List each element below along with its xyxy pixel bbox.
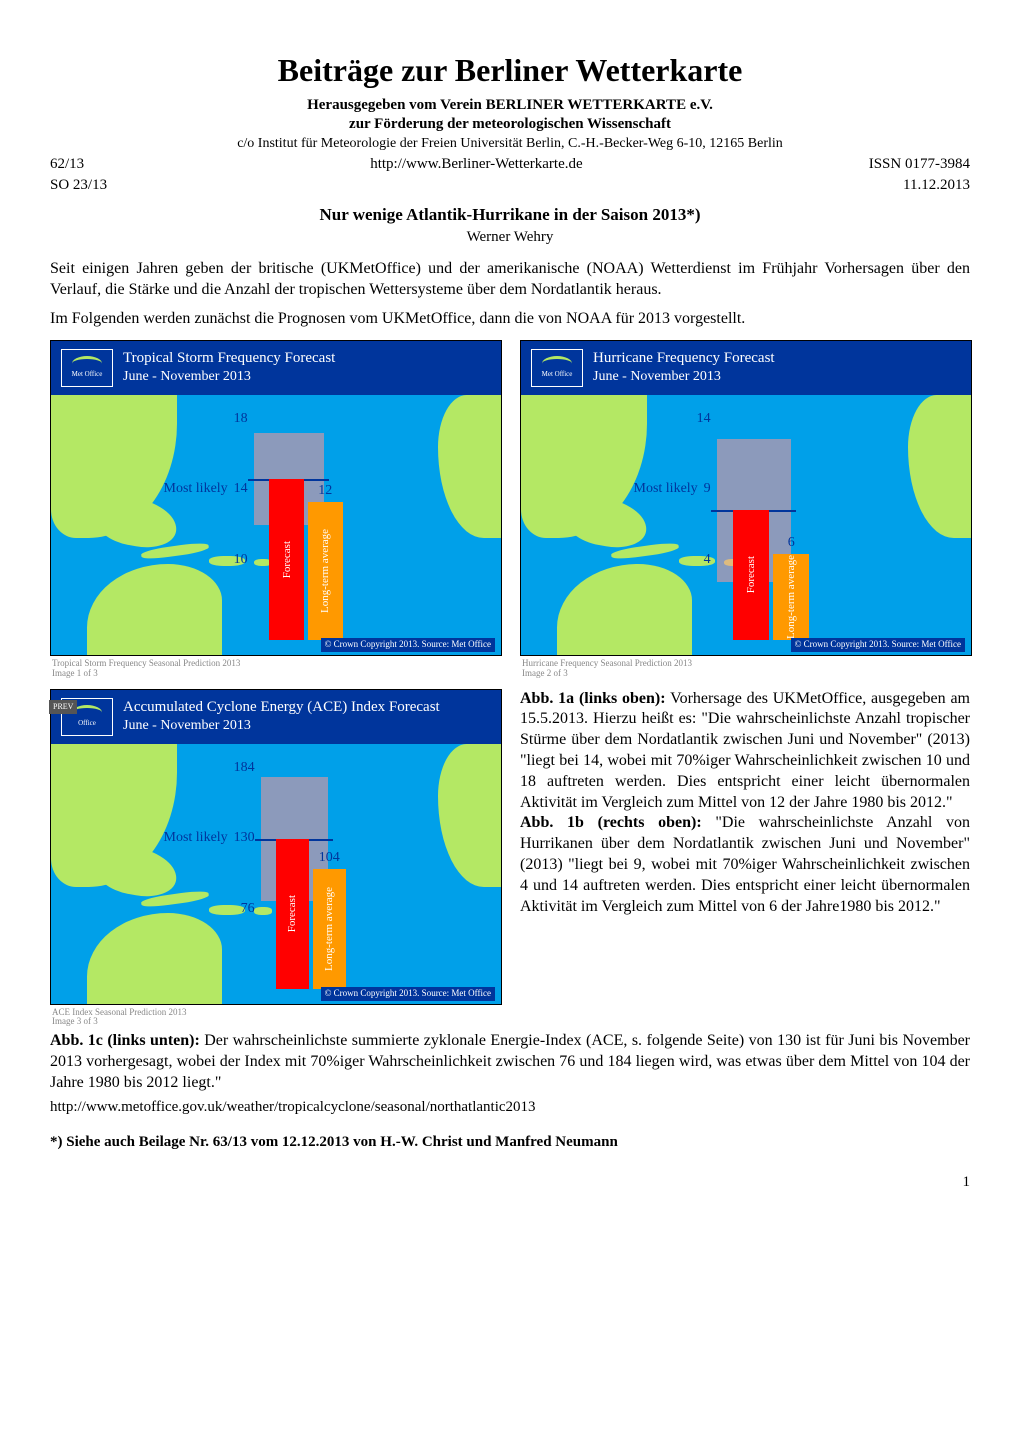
figure-1b-small-caption: Hurricane Frequency Seasonal Prediction … bbox=[522, 659, 970, 679]
forecast-bar: Forecast bbox=[269, 479, 304, 640]
long-term-avg-bar: Long-term average12 bbox=[308, 502, 343, 640]
long-term-avg-bar: Long-term average6 bbox=[773, 554, 809, 640]
avg-bar-label: Long-term average bbox=[784, 555, 798, 639]
source-url[interactable]: http://www.metoffice.gov.uk/weather/trop… bbox=[50, 1098, 970, 1118]
date: 11.12.2013 bbox=[903, 176, 970, 196]
fig1a-upper: 18 bbox=[234, 410, 248, 428]
avg-bar-label: Long-term average bbox=[322, 887, 336, 971]
page-number: 1 bbox=[50, 1173, 970, 1193]
long-term-avg-bar: Long-term average104 bbox=[313, 869, 346, 989]
forecast-bar: Forecast bbox=[733, 510, 769, 639]
header-row-1: 62/13 http://www.Berliner-Wetterkarte.de… bbox=[50, 155, 970, 175]
forecast-bar-label: Forecast bbox=[285, 895, 299, 932]
figure-1b-chart: 14 Most likely 9 4 Forecast Long-term ave… bbox=[634, 410, 882, 640]
figure-1c-map: 184 Most likely 130 76 Forecast Long-term… bbox=[51, 744, 501, 1004]
fig1b-mostlikely-label: Most likely bbox=[634, 480, 698, 498]
metoffice-logo-icon: Met Office bbox=[61, 349, 113, 387]
figure-1c-title: Accumulated Cyclone Energy (ACE) Index F… bbox=[123, 698, 440, 718]
figure-1c-copyright: © Crown Copyright 2013. Source: Met Offi… bbox=[321, 987, 495, 1001]
figure-row-top: Met Office Tropical Storm Frequency Fore… bbox=[50, 340, 970, 679]
caption-1c: Abb. 1c (links unten): Der wahrscheinlic… bbox=[50, 1031, 970, 1093]
avg-bar-value: 12 bbox=[318, 482, 332, 500]
fig1b-upper: 14 bbox=[697, 410, 711, 428]
figure-1c-small-caption: ACE Index Seasonal Prediction 2013 Image… bbox=[52, 1008, 500, 1028]
author: Werner Wehry bbox=[50, 228, 970, 248]
figure-1a-map: 18 Most likely 14 10 Forecast Long-term a… bbox=[51, 395, 501, 655]
figure-1c-chart: 184 Most likely 130 76 Forecast Long-term… bbox=[164, 759, 412, 989]
caption-1a: Abb. 1a (links oben): Vorhersage des UKM… bbox=[520, 689, 970, 814]
caption-1a-head: Abb. 1a (links oben): bbox=[520, 690, 666, 707]
publisher-line-2: zur Förderung der meteorologischen Wisse… bbox=[50, 115, 970, 135]
figure-1a: Met Office Tropical Storm Frequency Fore… bbox=[50, 340, 502, 656]
forecast-bar: Forecast bbox=[276, 839, 309, 989]
publisher-line-1: Herausgegeben vom Verein BERLINER WETTER… bbox=[50, 96, 970, 116]
address-line: c/o Institut für Meteorologie der Freien… bbox=[50, 135, 970, 153]
figure-1a-copyright: © Crown Copyright 2013. Source: Met Offi… bbox=[321, 638, 495, 652]
page-title: Beiträge zur Berliner Wetterkarte bbox=[50, 50, 970, 92]
figure-1c-period: June - November 2013 bbox=[123, 717, 440, 735]
fig1a-lower: 10 bbox=[234, 551, 248, 569]
website-link[interactable]: http://www.Berliner-Wetterkarte.de bbox=[370, 155, 582, 175]
figure-1a-title: Tropical Storm Frequency Forecast bbox=[123, 349, 335, 369]
forecast-bar-label: Forecast bbox=[744, 556, 758, 593]
figure-1a-small-caption: Tropical Storm Frequency Seasonal Predic… bbox=[52, 659, 500, 679]
caption-1c-head: Abb. 1c (links unten): bbox=[50, 1032, 200, 1049]
paragraph-1: Seit einigen Jahren geben der britische … bbox=[50, 259, 970, 301]
header-row-2: SO 23/13 11.12.2013 bbox=[50, 176, 970, 196]
figure-1b-period: June - November 2013 bbox=[593, 368, 775, 386]
avg-bar-value: 104 bbox=[319, 849, 340, 867]
fig1c-mostlikely-label: Most likely bbox=[164, 829, 228, 847]
avg-bar-label: Long-term average bbox=[318, 529, 332, 613]
issn: ISSN 0177-3984 bbox=[869, 155, 970, 175]
code: SO 23/13 bbox=[50, 176, 107, 196]
caption-1a-body: Vorhersage des UKMetOffice, ausgegeben a… bbox=[520, 690, 970, 811]
figure-1b-copyright: © Crown Copyright 2013. Source: Met Offi… bbox=[791, 638, 965, 652]
fig1a-mostlikely-label: Most likely bbox=[164, 480, 228, 498]
fig1c-mostlikely-value: 130 bbox=[234, 829, 255, 847]
fig1b-lower: 4 bbox=[704, 551, 711, 569]
fig1a-mostlikely-value: 14 bbox=[234, 480, 248, 498]
figure-1a-chart: 18 Most likely 14 10 Forecast Long-term a… bbox=[164, 410, 412, 640]
fig1c-lower: 76 bbox=[241, 900, 255, 918]
caption-1b: Abb. 1b (rechts oben): "Die wahrscheinli… bbox=[520, 813, 970, 917]
fig1c-upper: 184 bbox=[234, 759, 255, 777]
paragraph-2: Im Folgenden werden zunächst die Prognos… bbox=[50, 309, 970, 330]
footnote: *) Siehe auch Beilage Nr. 63/13 vom 12.1… bbox=[50, 1133, 970, 1153]
figure-1c: PREV Office Accumulated Cyclone Energy (… bbox=[50, 689, 502, 1005]
fig1b-mostlikely-value: 9 bbox=[704, 480, 711, 498]
figure-1a-header: Met Office Tropical Storm Frequency Fore… bbox=[51, 341, 501, 395]
figure-1b: Met Office Hurricane Frequency Forecast … bbox=[520, 340, 972, 656]
avg-bar-value: 6 bbox=[788, 534, 795, 552]
caption-1b-head: Abb. 1b (rechts oben): bbox=[520, 814, 702, 831]
figure-1c-header: Office Accumulated Cyclone Energy (ACE) … bbox=[51, 690, 501, 744]
issue-number: 62/13 bbox=[50, 155, 84, 175]
figure-1b-map: 14 Most likely 9 4 Forecast Long-term ave… bbox=[521, 395, 971, 655]
metoffice-logo-icon: Met Office bbox=[531, 349, 583, 387]
figure-1b-title: Hurricane Frequency Forecast bbox=[593, 349, 775, 369]
figure-1b-header: Met Office Hurricane Frequency Forecast … bbox=[521, 341, 971, 395]
prev-badge[interactable]: PREV bbox=[49, 700, 77, 714]
article-title: Nur wenige Atlantik-Hurrikane in der Sai… bbox=[50, 204, 970, 226]
figure-row-bottom: PREV Office Accumulated Cyclone Energy (… bbox=[50, 689, 970, 1028]
forecast-bar-label: Forecast bbox=[280, 541, 294, 578]
figure-1a-period: June - November 2013 bbox=[123, 368, 335, 386]
